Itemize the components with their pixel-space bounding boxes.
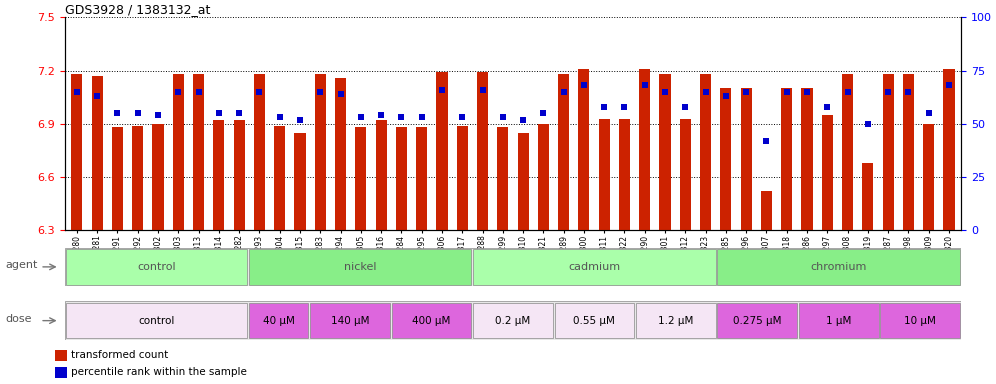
Text: 140 μM: 140 μM <box>331 316 370 326</box>
Text: 400 μM: 400 μM <box>412 316 450 326</box>
Bar <box>213 120 224 230</box>
Bar <box>436 72 447 230</box>
Bar <box>152 124 163 230</box>
Bar <box>555 303 634 338</box>
Bar <box>880 303 960 338</box>
Bar <box>310 303 389 338</box>
Bar <box>558 74 570 230</box>
Bar <box>473 249 716 285</box>
Text: cadmium: cadmium <box>569 262 621 272</box>
Bar <box>943 69 954 230</box>
Bar <box>473 303 553 338</box>
Bar <box>781 88 792 230</box>
Bar <box>679 119 691 230</box>
Bar <box>416 127 427 230</box>
Bar <box>842 74 854 230</box>
Bar <box>799 303 878 338</box>
Bar <box>254 74 265 230</box>
Text: control: control <box>138 316 174 326</box>
Bar <box>761 191 772 230</box>
Bar <box>882 74 893 230</box>
Bar <box>599 119 610 230</box>
Text: 10 μM: 10 μM <box>904 316 936 326</box>
Bar <box>639 69 650 230</box>
Bar <box>659 74 670 230</box>
Bar <box>902 74 914 230</box>
Bar <box>720 88 731 230</box>
Bar <box>636 303 716 338</box>
Text: dose: dose <box>5 314 32 324</box>
Text: control: control <box>137 262 175 272</box>
Bar <box>66 249 247 285</box>
Bar <box>477 72 488 230</box>
Bar <box>395 127 407 230</box>
Bar <box>538 124 549 230</box>
Bar <box>249 249 471 285</box>
Bar <box>391 303 471 338</box>
Text: 40 μM: 40 μM <box>263 316 295 326</box>
Bar <box>295 133 306 230</box>
Text: 1.2 μM: 1.2 μM <box>658 316 693 326</box>
Text: chromium: chromium <box>811 262 868 272</box>
Bar <box>619 119 630 230</box>
Bar <box>72 74 83 230</box>
Bar <box>193 74 204 230</box>
Bar <box>456 126 468 230</box>
Text: 0.55 μM: 0.55 μM <box>574 316 616 326</box>
Bar <box>717 249 960 285</box>
Bar <box>356 127 367 230</box>
Text: 0.275 μM: 0.275 μM <box>733 316 782 326</box>
Bar <box>234 120 245 230</box>
Text: percentile rank within the sample: percentile rank within the sample <box>71 367 247 377</box>
Bar <box>863 163 873 230</box>
Bar <box>717 303 798 338</box>
Text: GDS3928 / 1383132_at: GDS3928 / 1383132_at <box>65 3 210 16</box>
Bar <box>579 69 590 230</box>
Text: transformed count: transformed count <box>71 350 168 360</box>
Bar <box>923 124 934 230</box>
Bar <box>249 303 309 338</box>
Bar <box>92 76 103 230</box>
Bar <box>802 88 813 230</box>
Bar <box>315 74 326 230</box>
Bar <box>335 78 347 230</box>
Bar <box>55 367 68 377</box>
Bar <box>497 127 508 230</box>
Bar <box>66 303 247 338</box>
Bar <box>741 88 752 230</box>
Text: nickel: nickel <box>344 262 376 272</box>
Bar <box>700 74 711 230</box>
Text: agent: agent <box>5 260 38 270</box>
Bar <box>274 126 285 230</box>
Bar <box>132 126 143 230</box>
Bar <box>518 133 529 230</box>
Text: 0.2 μM: 0.2 μM <box>495 316 531 326</box>
Bar <box>172 74 184 230</box>
Bar <box>112 127 124 230</box>
Bar <box>55 350 68 361</box>
Bar <box>375 120 386 230</box>
Bar <box>822 115 833 230</box>
Text: 1 μM: 1 μM <box>827 316 852 326</box>
